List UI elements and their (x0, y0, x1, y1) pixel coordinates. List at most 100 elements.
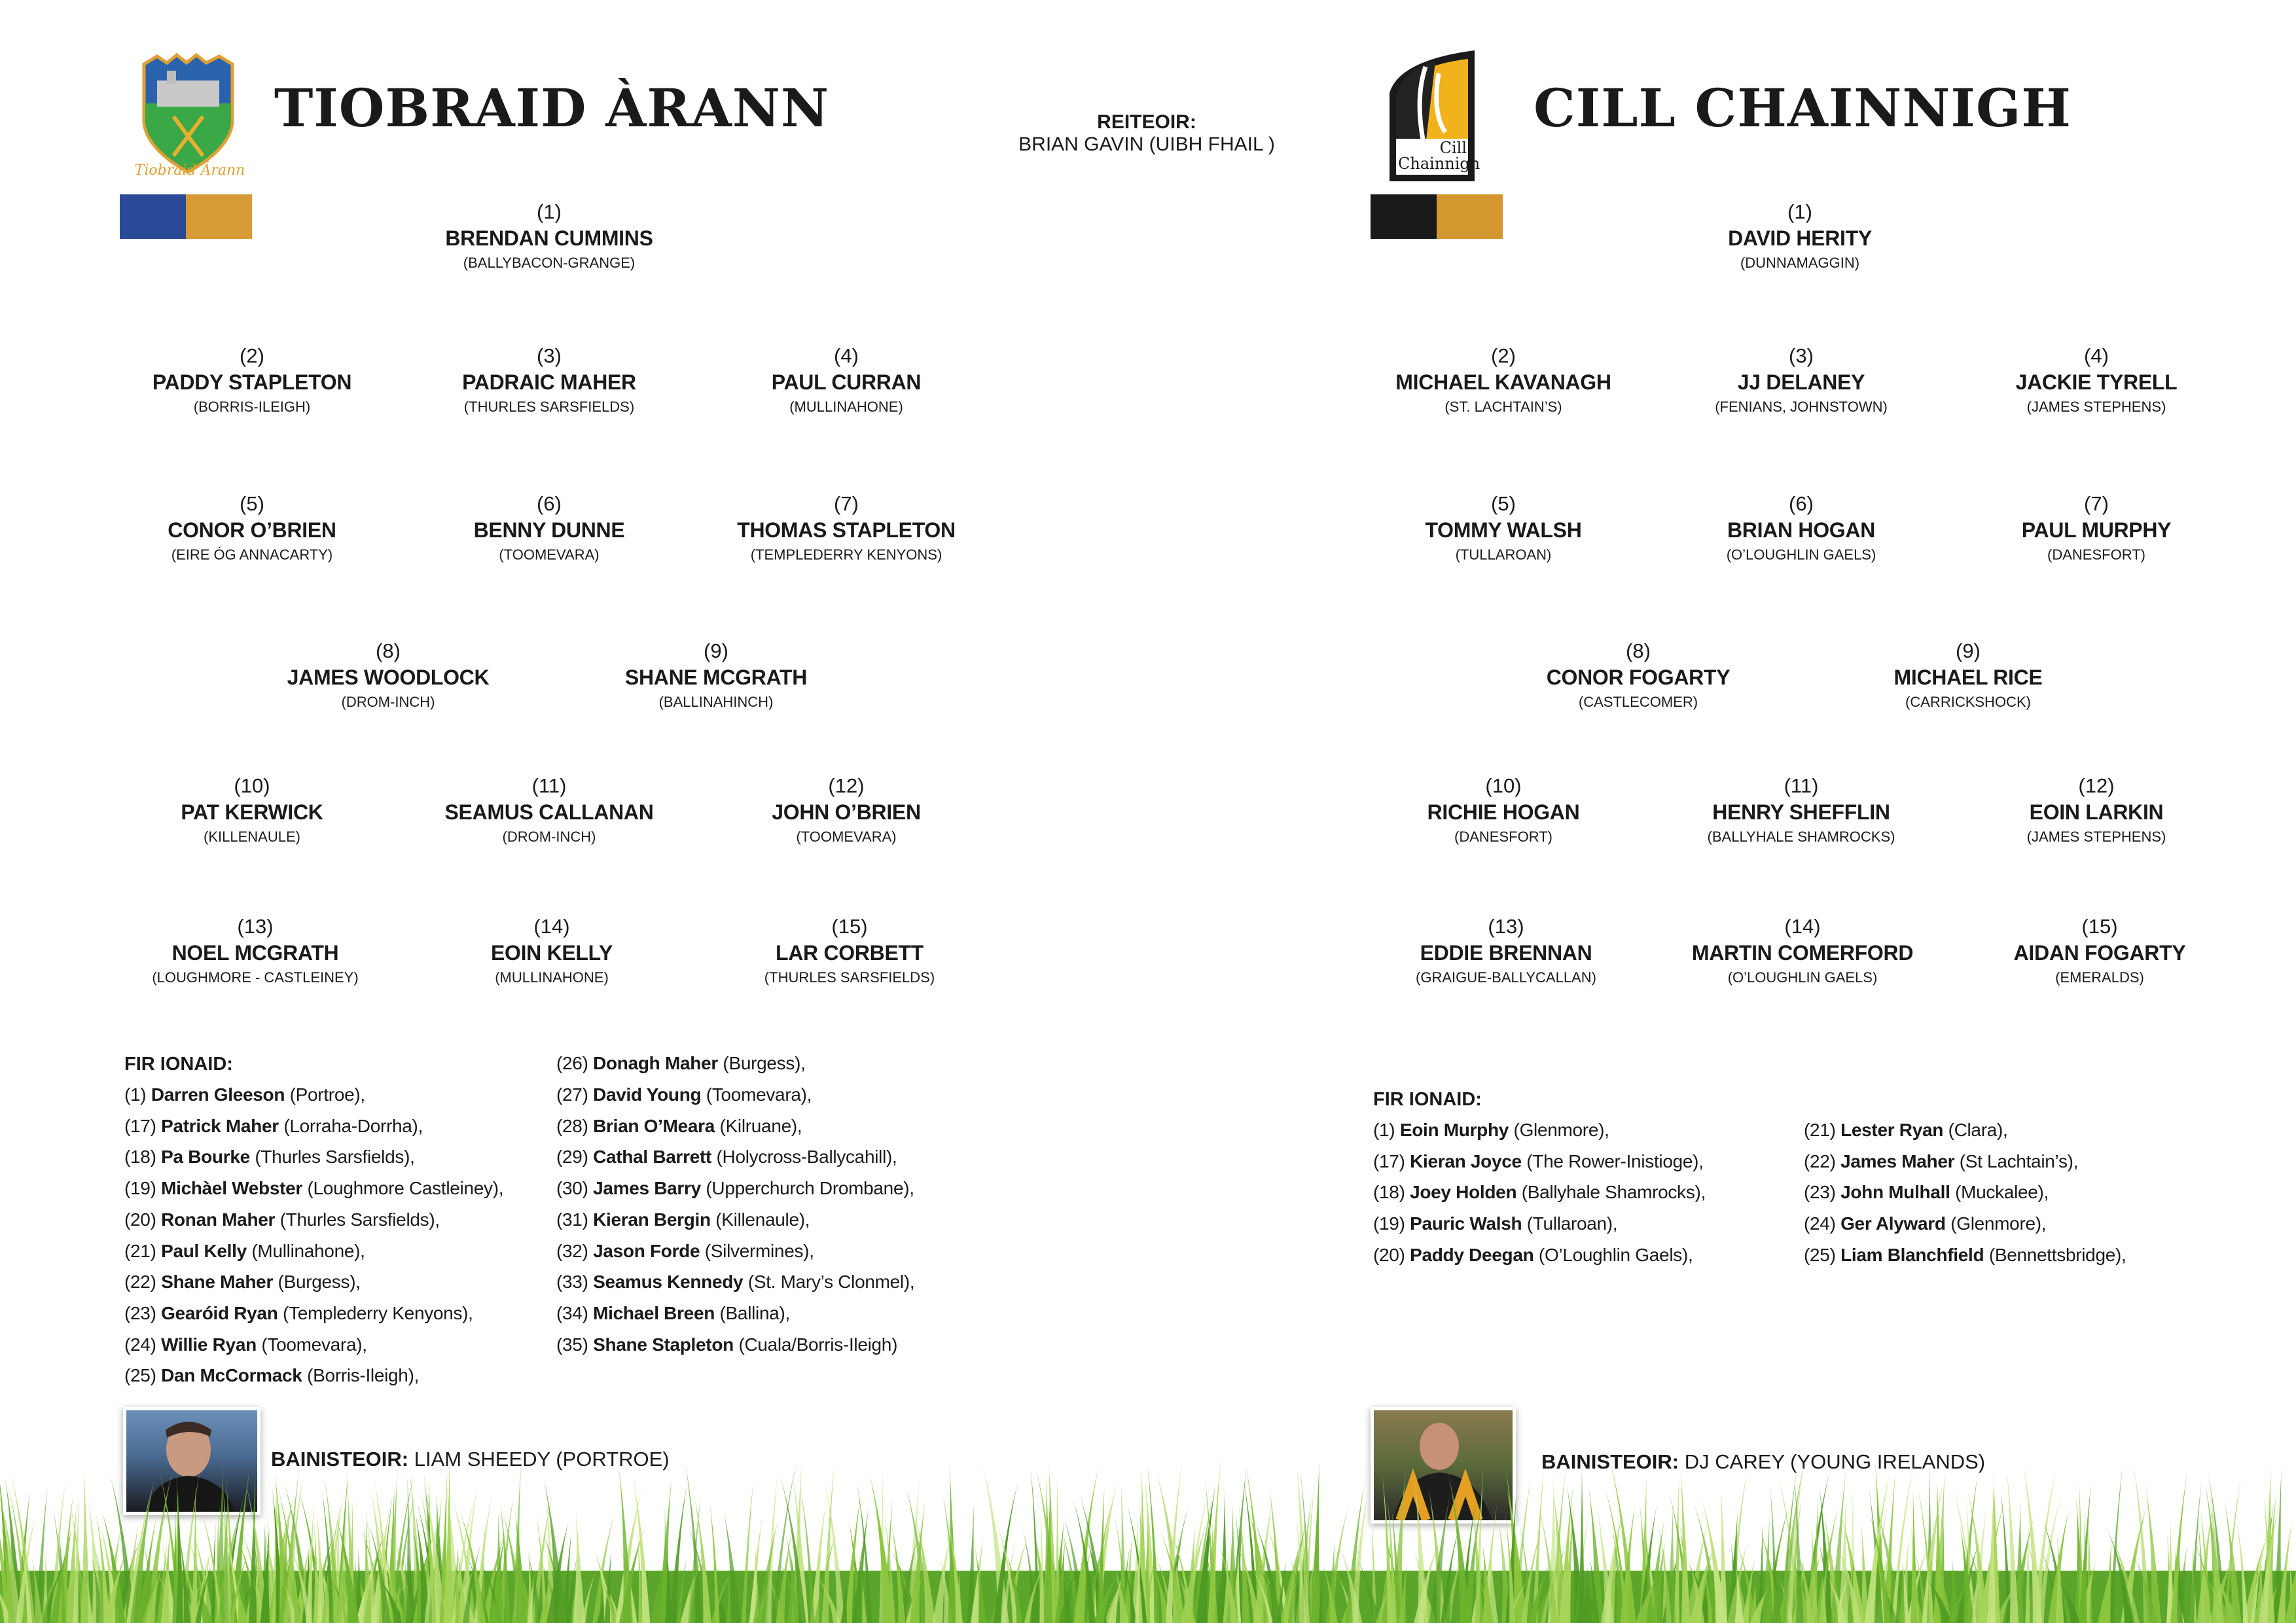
sub-name: Cathal Barrett (593, 1147, 712, 1168)
grass-blade (1884, 1471, 1896, 1623)
grass-blade (500, 1502, 511, 1623)
sub-club: (Portroe), (289, 1084, 366, 1105)
grass-blade (1838, 1493, 1848, 1623)
grass-blade (2105, 1538, 2112, 1623)
grass-blade (1473, 1510, 1484, 1623)
grass-blade (1792, 1534, 1814, 1623)
player-name: JACKIE TYRELL (2015, 370, 2178, 394)
kilkenny-sub-item: (19) Pauric Walsh (Tullaroan), (1373, 1213, 1618, 1234)
tipperary-sub-item: (22) Shane Maher (Burgess), (124, 1272, 361, 1293)
grass-blade (536, 1514, 548, 1623)
sub-name: Joey Holden (1410, 1182, 1517, 1203)
grass-blade (975, 1547, 986, 1623)
player-number: (9) (1956, 639, 1981, 662)
player-club: (BORRIS-ILEIGH) (193, 399, 311, 415)
player-club: (DANESFORT) (2047, 546, 2145, 563)
grass-blade (324, 1476, 341, 1623)
sub-number: (17) (124, 1115, 156, 1136)
grass-blade (1757, 1522, 1764, 1623)
grass-blade (1520, 1528, 1542, 1623)
player-club: (O’LOUGHLIN GAELS) (1726, 546, 1876, 563)
grass-blade (2273, 1467, 2282, 1623)
grass-blade (994, 1482, 1018, 1623)
player-name: JJ DELANEY (1737, 370, 1865, 394)
player-club: (BALLYHALE SHAMROCKS) (1707, 829, 1895, 845)
grass-blade (160, 1529, 170, 1623)
player-number: (12) (2078, 774, 2115, 797)
grass-blade (2242, 1538, 2267, 1623)
player-club: (TEMPLEDERRY KENYONS) (750, 546, 942, 563)
sub-club: (Muckalee), (1955, 1182, 2049, 1203)
sub-name: Eoin Murphy (1399, 1120, 1509, 1140)
grass-blade (1323, 1565, 1338, 1623)
grass-blade (824, 1480, 845, 1623)
kilkenny-colours-flag (1371, 194, 1503, 239)
sub-club: (Lorraha-Dorrha), (283, 1115, 423, 1136)
sub-club: (Glenmore), (1950, 1213, 2047, 1234)
grass-blade (971, 1535, 984, 1623)
player-name: CONOR FOGARTY (1546, 666, 1731, 689)
kilkenny-player-3: (3) JJ DELANEY (FENIANS, JOHNSTOWN) (1715, 343, 1888, 419)
player-club: (JAMES STEPHENS) (2026, 829, 2166, 845)
grass-blade (637, 1530, 643, 1623)
grass-blade (1030, 1469, 1040, 1623)
grass-blade (336, 1519, 359, 1623)
sub-name: Michàel Webster (161, 1178, 303, 1199)
grass-blade (378, 1577, 404, 1623)
sub-number: (19) (124, 1178, 156, 1199)
grass-blade (1387, 1499, 1397, 1623)
player-club: (ST. LACHTAIN’S) (1444, 399, 1562, 415)
player-club: (TOOMEVARA) (499, 546, 600, 563)
grass-blade (592, 1512, 615, 1623)
manager-label: BAINISTEOIR: (1541, 1450, 1679, 1473)
grass-blade (1539, 1508, 1558, 1623)
player-number: (14) (533, 915, 570, 938)
player-number: (7) (834, 492, 859, 515)
grass-blade (1280, 1531, 1304, 1623)
sub-name: Paul Kelly (161, 1240, 247, 1261)
grass-blade (573, 1510, 585, 1623)
grass-blade (840, 1580, 848, 1623)
tipperary-player-11: (11) SEAMUS CALLANAN (DROM-INCH) (444, 773, 653, 849)
grass-blade (1429, 1491, 1451, 1623)
sub-number: (20) (124, 1209, 156, 1230)
grass-blade (248, 1468, 257, 1623)
sub-club: (O’Loughlin Gaels), (1538, 1244, 1693, 1265)
grass-blade (2236, 1519, 2248, 1623)
grass-blade (1662, 1544, 1667, 1623)
tipperary-sub-item: (18) Pa Bourke (Thurles Sarsfields), (124, 1147, 415, 1168)
grass-blade (1505, 1514, 1516, 1623)
sub-club: (Bennettsbridge), (1988, 1244, 2126, 1265)
grass-blade (278, 1486, 300, 1623)
grass-blade (2170, 1546, 2178, 1623)
grass-blade (31, 1556, 43, 1623)
grass-blade (2022, 1463, 2043, 1623)
grass-blade (73, 1492, 79, 1623)
grass-blade (1876, 1577, 1898, 1623)
player-number: (6) (537, 492, 562, 515)
player-number: (3) (1789, 344, 1814, 367)
sub-number: (35) (556, 1334, 588, 1355)
grass-blade (1124, 1566, 1137, 1623)
grass-blade (2036, 1492, 2062, 1623)
grass-blade (306, 1501, 314, 1623)
grass-blade (101, 1510, 126, 1623)
tipperary-team-title: TIOBRAID ÀRANN (274, 77, 830, 139)
grass-blade (1205, 1478, 1216, 1623)
grass-blade (186, 1574, 213, 1623)
player-club: (DANESFORT) (1454, 829, 1552, 845)
tipperary-player-1: (1) BRENDAN CUMMINS (BALLYBACON-GRANGE) (445, 199, 653, 275)
grass-blade (1834, 1541, 1862, 1623)
grass-blade (1104, 1582, 1122, 1623)
flag-blue-stripe (120, 194, 186, 239)
grass-blade (1688, 1558, 1705, 1623)
grass-blade (423, 1477, 446, 1623)
sub-number: (27) (556, 1084, 588, 1105)
sub-number: (26) (556, 1053, 588, 1074)
grass-blade (1701, 1497, 1727, 1623)
player-name: BENNY DUNNE (473, 518, 625, 542)
grass-blade (967, 1503, 975, 1623)
player-club: (MULLINAHONE) (495, 969, 609, 986)
grass-blade (694, 1495, 711, 1623)
grass-blade (109, 1473, 136, 1623)
